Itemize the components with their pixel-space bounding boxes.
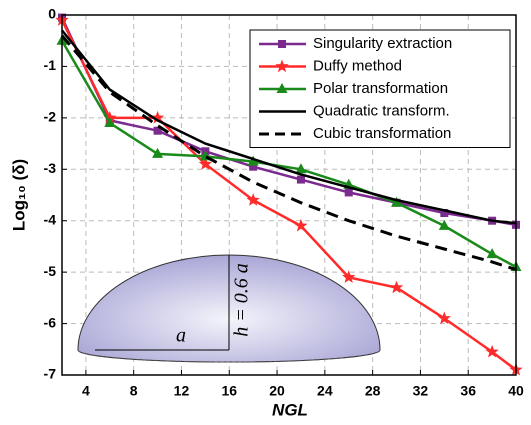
y-axis-label: Log₁₀ (δ) xyxy=(9,159,28,231)
series-line xyxy=(61,29,517,225)
x-tick-label: 8 xyxy=(130,383,138,399)
radius-label: a xyxy=(176,325,186,347)
y-tick-label: -4 xyxy=(44,211,57,227)
legend-label: Cubic transformation xyxy=(313,125,451,142)
y-tick-label: -5 xyxy=(44,263,57,279)
legend-label: Singularity extraction xyxy=(313,35,452,52)
marker xyxy=(389,280,404,294)
y-tick-label: -2 xyxy=(44,109,57,125)
legend-label: Quadratic transform. xyxy=(313,102,450,119)
x-axis-label: NGL xyxy=(272,400,308,419)
y-tick-label: -3 xyxy=(44,160,57,176)
legend-label: Polar transformation xyxy=(313,80,448,97)
marker xyxy=(391,196,403,207)
x-tick-label: 12 xyxy=(174,383,190,399)
x-tick-label: 24 xyxy=(317,383,333,399)
x-tick-label: 20 xyxy=(269,383,285,399)
marker xyxy=(294,218,308,232)
marker xyxy=(104,117,116,127)
y-tick-label: -1 xyxy=(44,57,57,73)
marker xyxy=(152,147,164,158)
x-tick-label: 4 xyxy=(82,383,90,399)
marker xyxy=(440,209,449,217)
x-tick-label: 36 xyxy=(460,383,476,399)
marker xyxy=(342,270,356,283)
marker xyxy=(247,155,259,166)
x-tick-label: 16 xyxy=(221,383,237,399)
plot-frame xyxy=(61,14,517,376)
marker xyxy=(278,40,286,48)
marker xyxy=(276,83,288,93)
marker xyxy=(437,311,451,325)
x-tick-label: 32 xyxy=(413,383,429,399)
marker xyxy=(296,175,305,184)
series-line xyxy=(60,34,517,272)
y-tick-label: -6 xyxy=(44,314,57,330)
marker xyxy=(344,188,353,197)
x-tick-label: 28 xyxy=(365,383,381,399)
height-label: h = 0.6 a xyxy=(231,263,253,337)
marker xyxy=(198,157,212,170)
marker xyxy=(295,163,307,174)
marker xyxy=(150,110,165,124)
legend-label: Duffy method xyxy=(313,57,402,74)
marker xyxy=(275,59,289,73)
marker xyxy=(485,344,499,358)
marker xyxy=(246,193,260,206)
cap-base xyxy=(77,349,381,363)
marker xyxy=(249,162,258,171)
marker xyxy=(438,219,450,230)
y-tick-label: 0 xyxy=(48,6,56,22)
x-tick-label: 40 xyxy=(508,383,524,399)
y-tick-label: -7 xyxy=(44,366,57,382)
marker xyxy=(486,248,498,259)
marker xyxy=(153,126,162,135)
cap-diagram: a h = 0.6 a xyxy=(77,254,381,363)
